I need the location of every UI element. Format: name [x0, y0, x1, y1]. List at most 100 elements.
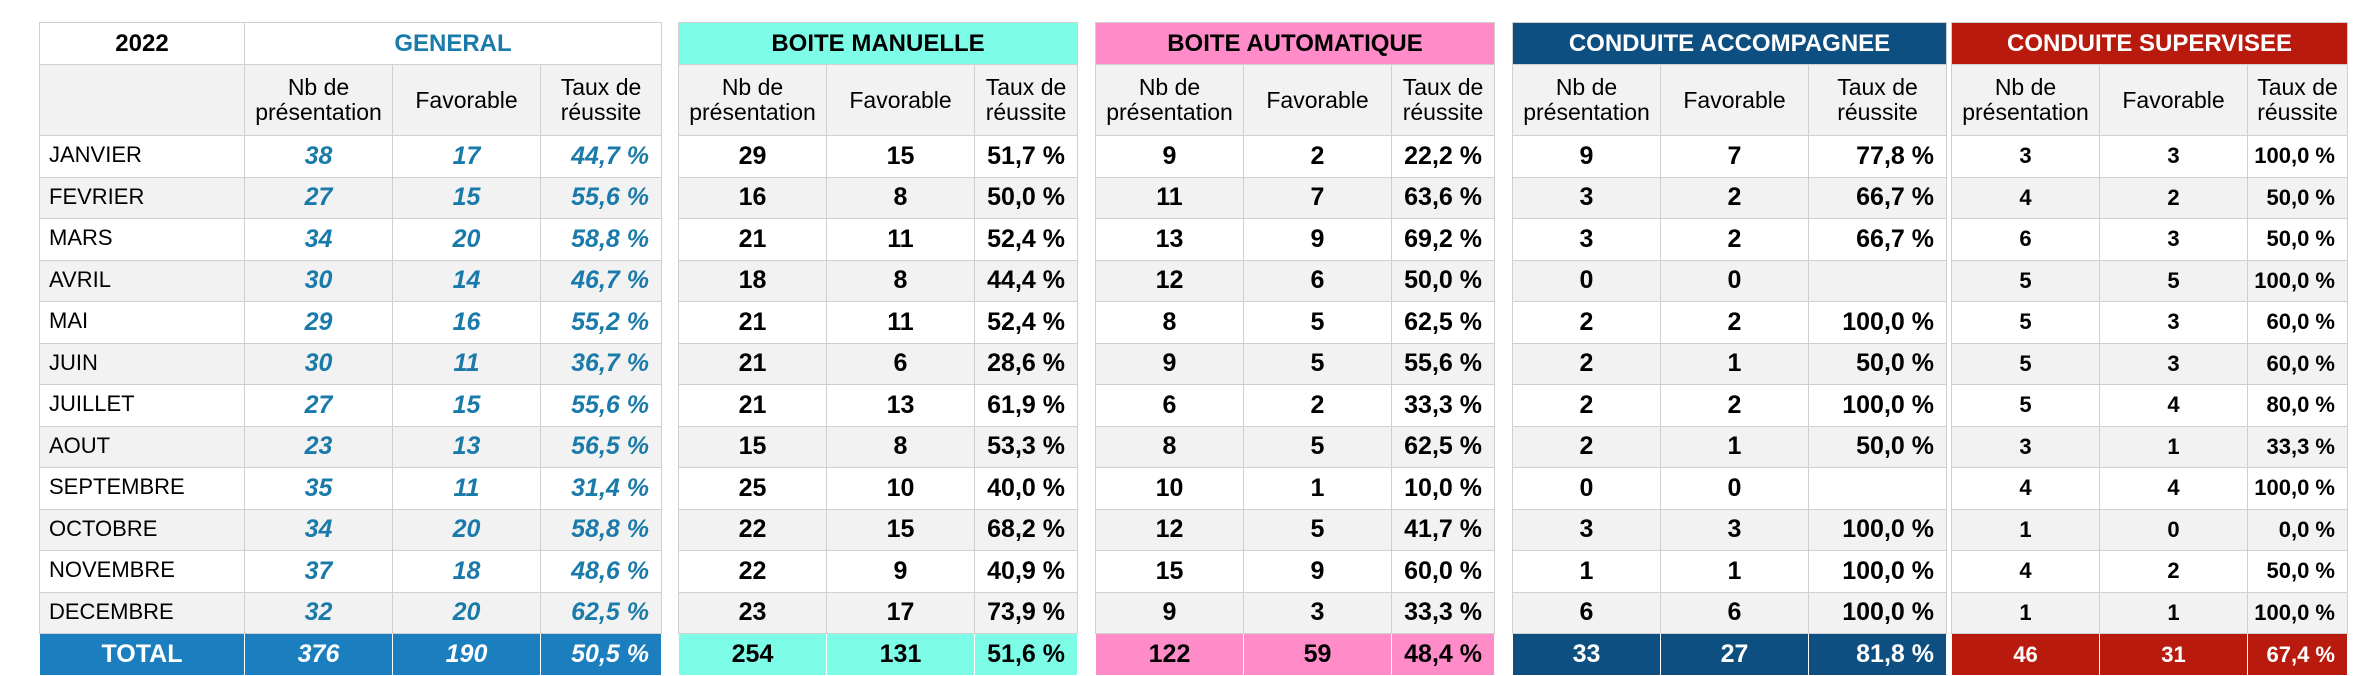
table-row: 15 9 60,0 % [1095, 550, 1495, 593]
favorable-cell: 4 [2099, 467, 2248, 510]
nb-presentation-cell: 15 [678, 425, 827, 468]
favorable-cell: 3 [1660, 508, 1809, 551]
total-nb-presentation: 376 [244, 633, 393, 676]
taux-reussite-cell: 50,0 % [2247, 550, 2348, 593]
taux-reussite-cell: 50,0 % [2247, 218, 2348, 261]
table-row: 4 2 50,0 % [1951, 550, 2348, 593]
favorable-cell: 1 [2099, 425, 2248, 468]
favorable-cell: 8 [826, 425, 975, 468]
table-row: 6 2 33,3 % [1095, 384, 1495, 427]
month-label: JANVIER [39, 135, 245, 178]
favorable-cell: 2 [2099, 550, 2248, 593]
table-row: 29 15 51,7 % [678, 135, 1078, 178]
taux-reussite-cell: 28,6 % [974, 342, 1078, 385]
taux-reussite-cell: 44,4 % [974, 259, 1078, 302]
taux-reussite-cell: 51,7 % [974, 135, 1078, 178]
nb-presentation-cell: 2 [1512, 384, 1661, 427]
taux-reussite-cell: 44,7 % [540, 135, 662, 178]
taux-reussite-cell: 77,8 % [1808, 135, 1947, 178]
total-taux-reussite: 50,5 % [540, 633, 662, 676]
nb-presentation-cell: 29 [678, 135, 827, 178]
taux-reussite-cell: 68,2 % [974, 508, 1078, 551]
table-row: 2 2 100,0 % [1512, 384, 1947, 427]
taux-reussite-cell: 46,7 % [540, 259, 662, 302]
total-row: TOTAL 376 190 50,5 % [39, 633, 662, 676]
table-row: 5 5 100,0 % [1951, 259, 2348, 302]
favorable-cell: 1 [1660, 342, 1809, 385]
table-row: 6 3 50,0 % [1951, 218, 2348, 261]
supervisee-title: CONDUITE SUPERVISEE [1951, 22, 2348, 65]
manuelle-title: BOITE MANUELLE [678, 22, 1078, 65]
favorable-cell: 0 [1660, 467, 1809, 510]
favorable-cell: 2 [1243, 135, 1392, 178]
nb-presentation-header: Nb de présentation [244, 64, 393, 136]
favorable-cell: 20 [392, 508, 541, 551]
table-row: 22 15 68,2 % [678, 508, 1078, 551]
taux-reussite-cell: 50,0 % [2247, 176, 2348, 219]
table-row: 5 4 80,0 % [1951, 384, 2348, 427]
taux-reussite-cell: 58,8 % [540, 508, 662, 551]
total-favorable: 27 [1660, 633, 1809, 676]
table-row: 3 2 66,7 % [1512, 176, 1947, 219]
favorable-cell: 9 [1243, 550, 1392, 593]
total-taux-reussite: 67,4 % [2247, 633, 2348, 676]
taux-reussite-cell: 73,9 % [974, 591, 1078, 634]
taux-reussite-cell: 62,5 % [1391, 301, 1495, 344]
taux-reussite-header: Taux de réussite [974, 64, 1078, 136]
total-nb-presentation: 254 [678, 633, 827, 676]
nb-presentation-cell: 3 [1951, 135, 2100, 178]
favorable-cell: 20 [392, 591, 541, 634]
table-row: JANVIER 38 17 44,7 % [39, 135, 662, 178]
nb-presentation-cell: 3 [1512, 218, 1661, 261]
manuelle-table: BOITE MANUELLE Nb de présentation Favorab… [678, 22, 1078, 676]
taux-reussite-cell: 100,0 % [2247, 135, 2348, 178]
taux-reussite-cell: 0,0 % [2247, 508, 2348, 551]
nb-presentation-cell: 5 [1951, 259, 2100, 302]
total-nb-presentation: 122 [1095, 633, 1244, 676]
supervisee-table: CONDUITE SUPERVISEE Nb de présentation Fa… [1951, 22, 2348, 676]
table-row: 21 13 61,9 % [678, 384, 1078, 427]
nb-presentation-cell: 1 [1951, 591, 2100, 634]
table-row: AOUT 23 13 56,5 % [39, 425, 662, 468]
month-label: JUILLET [39, 384, 245, 427]
nb-presentation-cell: 22 [678, 508, 827, 551]
table-row: OCTOBRE 34 20 58,8 % [39, 508, 662, 551]
table-row: 8 5 62,5 % [1095, 301, 1495, 344]
total-nb-presentation: 46 [1951, 633, 2100, 676]
table-row: 16 8 50,0 % [678, 176, 1078, 219]
automatique-table: BOITE AUTOMATIQUE Nb de présentation Favo… [1095, 22, 1495, 676]
favorable-cell: 9 [826, 550, 975, 593]
favorable-cell: 3 [2099, 342, 2248, 385]
table-row: JUIN 30 11 36,7 % [39, 342, 662, 385]
taux-reussite-cell: 80,0 % [2247, 384, 2348, 427]
accompagnee-table: CONDUITE ACCOMPAGNEE Nb de présentation F… [1512, 22, 1947, 676]
table-row: 12 6 50,0 % [1095, 259, 1495, 302]
automatique-title: BOITE AUTOMATIQUE [1095, 22, 1495, 65]
nb-presentation-cell: 1 [1951, 508, 2100, 551]
favorable-cell: 2 [1660, 218, 1809, 261]
month-label: JUIN [39, 342, 245, 385]
taux-reussite-cell: 62,5 % [540, 591, 662, 634]
nb-presentation-cell: 29 [244, 301, 393, 344]
favorable-cell: 5 [1243, 508, 1392, 551]
table-row: 9 7 77,8 % [1512, 135, 1947, 178]
table-row: 3 3 100,0 % [1951, 135, 2348, 178]
table-row: 9 2 22,2 % [1095, 135, 1495, 178]
taux-reussite-cell: 55,6 % [1391, 342, 1495, 385]
month-label: OCTOBRE [39, 508, 245, 551]
total-label: TOTAL [39, 633, 245, 676]
table-row: 1 1 100,0 % [1512, 550, 1947, 593]
table-row: 11 7 63,6 % [1095, 176, 1495, 219]
favorable-cell: 13 [392, 425, 541, 468]
nb-presentation-cell: 23 [244, 425, 393, 468]
table-row: 25 10 40,0 % [678, 467, 1078, 510]
nb-presentation-cell: 27 [244, 384, 393, 427]
table-row: 22 9 40,9 % [678, 550, 1078, 593]
nb-presentation-header: Nb de présentation [1512, 64, 1661, 136]
favorable-cell: 2 [1660, 384, 1809, 427]
taux-reussite-cell: 55,6 % [540, 384, 662, 427]
taux-reussite-cell: 69,2 % [1391, 218, 1495, 261]
nb-presentation-cell: 13 [1095, 218, 1244, 261]
taux-reussite-cell: 22,2 % [1391, 135, 1495, 178]
